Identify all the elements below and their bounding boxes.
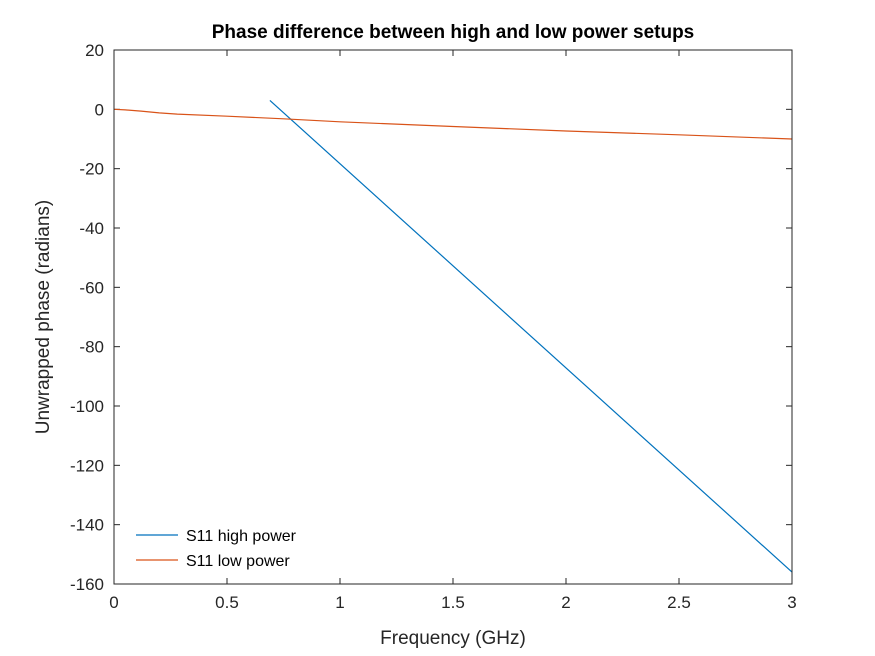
chart-title: Phase difference between high and low po… — [212, 22, 695, 43]
x-tick-label: 3 — [787, 593, 796, 612]
series-line-1 — [269, 99, 793, 573]
series-line-2 — [113, 108, 793, 140]
y-tick-label: -80 — [79, 338, 104, 357]
plot-area — [114, 50, 792, 584]
plot-frame — [113, 49, 793, 585]
y-tick-label: -160 — [70, 575, 104, 594]
y-tick-label: -60 — [79, 278, 104, 297]
x-tick-label: 0 — [109, 593, 118, 612]
y-tick-label: 20 — [85, 41, 104, 60]
x-tick-label: 0.5 — [215, 593, 239, 612]
y-tick-label: -100 — [70, 397, 104, 416]
y-tick-label: -140 — [70, 516, 104, 535]
y-tick-label: -40 — [79, 219, 104, 238]
legend-entry-label: S11 low power — [186, 553, 290, 570]
y-axis-label: Unwrapped phase (radians) — [33, 200, 54, 434]
x-tick-label: 1.5 — [441, 593, 465, 612]
x-tick-label: 2 — [561, 593, 570, 612]
legend: S11 high power S11 low power — [136, 528, 297, 570]
x-axis-label: Frequency (GHz) — [380, 628, 526, 649]
y-tick-label: -120 — [70, 456, 104, 475]
x-tick-label: 2.5 — [667, 593, 691, 612]
y-tick-label: -20 — [79, 160, 104, 179]
series-lines — [113, 99, 793, 573]
x-tick-label: 1 — [335, 593, 344, 612]
y-tick-label: 0 — [95, 100, 104, 119]
legend-entry-label: S11 high power — [186, 528, 297, 545]
